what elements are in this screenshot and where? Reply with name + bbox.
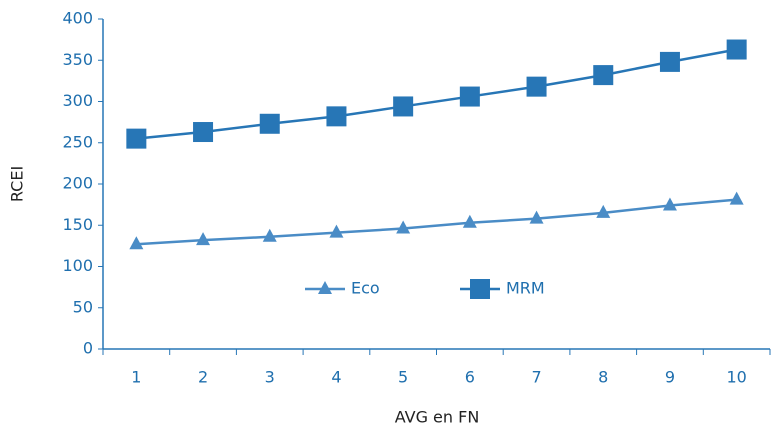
y-tick-label: 350 xyxy=(62,50,93,69)
y-tick-label: 50 xyxy=(73,297,93,316)
y-tick-label: 400 xyxy=(62,9,93,28)
x-tick-label: 5 xyxy=(398,368,408,387)
legend-label: MRM xyxy=(506,279,545,298)
series-line xyxy=(136,48,737,140)
marker xyxy=(129,236,144,250)
marker xyxy=(462,214,477,228)
legend-label: Eco xyxy=(351,279,380,298)
marker xyxy=(396,220,411,234)
y-tick-label: 0 xyxy=(83,339,93,358)
marker xyxy=(193,122,214,143)
marker xyxy=(526,76,547,97)
marker xyxy=(726,39,747,60)
y-tick-label: 100 xyxy=(62,256,93,275)
y-tick-label: 150 xyxy=(62,215,93,234)
x-axis-title: AVG en FN xyxy=(395,408,480,427)
marker xyxy=(593,65,614,86)
y-tick-label: 250 xyxy=(62,132,93,151)
y-tick-label: 200 xyxy=(62,174,93,193)
x-tick-label: 7 xyxy=(531,368,541,387)
marker xyxy=(326,106,347,127)
x-tick-label: 3 xyxy=(265,368,275,387)
marker xyxy=(729,191,744,205)
marker xyxy=(529,210,544,224)
x-tick-label: 1 xyxy=(131,368,141,387)
x-tick-label: 6 xyxy=(465,368,475,387)
x-tick-label: 9 xyxy=(665,368,675,387)
marker xyxy=(459,86,480,107)
marker xyxy=(662,197,677,211)
marker xyxy=(126,128,147,149)
marker xyxy=(659,51,680,72)
marker xyxy=(393,96,414,117)
marker xyxy=(196,232,211,246)
marker xyxy=(259,113,280,134)
x-tick-label: 4 xyxy=(331,368,341,387)
marker xyxy=(262,228,277,242)
series-line xyxy=(136,198,737,246)
legend-marker xyxy=(470,279,490,299)
legend-marker xyxy=(318,281,332,294)
y-axis-title: RCEI xyxy=(8,166,27,202)
x-tick-label: 8 xyxy=(598,368,608,387)
x-tick-label: 2 xyxy=(198,368,208,387)
marker xyxy=(596,204,611,218)
x-tick-label: 10 xyxy=(726,368,746,387)
marker xyxy=(329,224,344,238)
y-tick-label: 300 xyxy=(62,91,93,110)
